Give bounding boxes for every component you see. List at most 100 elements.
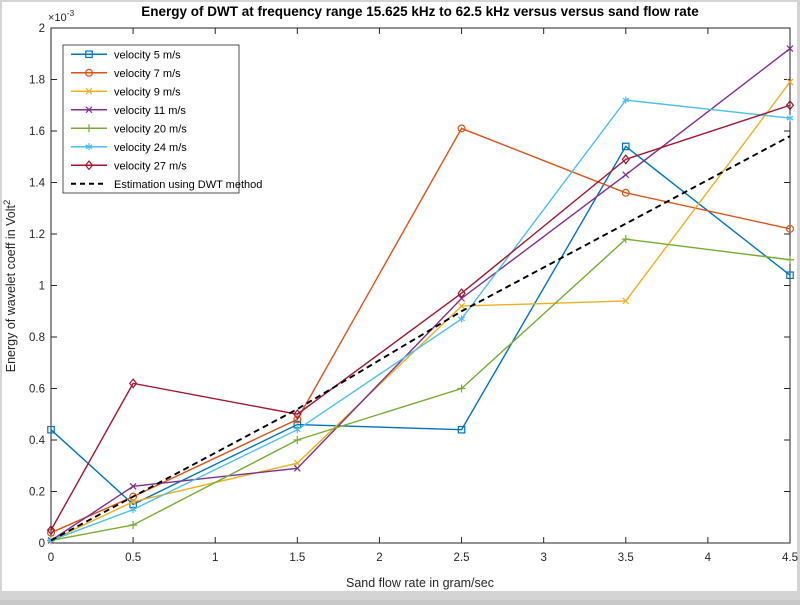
y-tick-label: 0.6	[29, 384, 45, 396]
square-marker	[85, 50, 93, 59]
square-marker	[786, 271, 794, 280]
legend-label: velocity 11 m/s	[114, 105, 186, 117]
y-axis-ticks: 0 0.2 0.4 0.6 0.8 1 1.2 1.4 1.6 1.8 2	[29, 23, 790, 550]
multiplier-exponent: -3	[67, 8, 75, 18]
square-marker	[621, 142, 630, 151]
star-marker	[786, 114, 794, 122]
star-marker	[85, 143, 93, 151]
diamond-marker	[785, 100, 795, 111]
series-velocity-27-m-s	[46, 100, 795, 536]
legend-box	[62, 44, 240, 194]
plot-area: 0 0.5 1 1.5 2 2.5 3 3.5 4 4.5 0 0.2 0.4 0.6 0.8 1 1.2 1.4…	[29, 23, 798, 564]
y-axis-multiplier: ×10-3	[48, 8, 75, 24]
square-marker	[47, 425, 55, 434]
y-tick-label: 1	[39, 281, 45, 293]
x-marker	[622, 297, 630, 305]
star-marker	[293, 426, 301, 434]
legend-entry-8: Estimation using DWT method	[71, 179, 262, 191]
legend-entry-7: velocity 27 m/s	[71, 160, 187, 172]
series-velocity-24-m-s	[47, 96, 794, 545]
y-tick-label: 1.6	[29, 126, 45, 138]
circle-marker	[621, 188, 630, 197]
circle-marker	[129, 492, 138, 501]
plus-marker	[621, 235, 630, 244]
x-marker	[129, 482, 137, 490]
series-line	[50, 145, 791, 506]
plus-marker	[457, 384, 466, 393]
multiplier-base: ×10	[48, 12, 67, 24]
x-marker	[786, 45, 794, 53]
plus-marker	[85, 124, 93, 133]
series-line	[50, 99, 791, 542]
diamond-marker	[46, 524, 56, 536]
circle-marker	[293, 415, 302, 424]
star-marker	[458, 315, 465, 323]
y-axis-label-exponent: 2	[2, 200, 13, 205]
x-tick-label: 2.5	[454, 552, 470, 564]
square-marker	[457, 425, 466, 434]
x-tick-label: 3.5	[618, 552, 634, 564]
y-tick-label: 0.8	[29, 332, 45, 344]
series-line	[50, 104, 791, 531]
y-axis-label-text: Energy of wavelet coeff in Volt	[4, 205, 18, 373]
x-tick-label: 4	[705, 552, 712, 564]
legend-label: Estimation using DWT method	[114, 179, 262, 191]
x-tick-label: 0.5	[125, 552, 141, 564]
legend-entry-3: velocity 9 m/s	[71, 86, 181, 98]
legend-entry-4: velocity 11 m/s	[71, 105, 186, 117]
star-marker	[129, 505, 137, 514]
x-marker	[622, 171, 630, 179]
star-marker	[622, 96, 630, 104]
series-line	[50, 135, 791, 542]
y-tick-label: 2	[39, 23, 45, 35]
y-axis-label: Energy of wavelet coeff in Volt2	[2, 200, 18, 373]
y-tick-label: 1.8	[29, 75, 45, 87]
y-tick-label: 0	[39, 538, 45, 550]
legend-label: velocity 7 m/s	[114, 68, 181, 80]
x-marker	[786, 78, 794, 86]
series-estimation-using-dwt-method	[50, 135, 791, 542]
legend-label: velocity 24 m/s	[114, 142, 187, 154]
legend-entry-5: velocity 20 m/s	[71, 123, 187, 135]
x-tick-label: 0	[48, 552, 54, 564]
plus-marker	[786, 255, 794, 264]
x-tick-label: 3	[540, 552, 546, 564]
y-tick-label: 0.4	[29, 435, 46, 447]
circle-marker	[84, 68, 93, 77]
series-line	[50, 127, 791, 534]
x-marker	[129, 498, 137, 506]
legend-label: velocity 27 m/s	[114, 160, 187, 172]
legend-label: velocity 5 m/s	[114, 49, 181, 61]
legend-label: velocity 9 m/s	[114, 86, 181, 98]
legend-entry-2: velocity 7 m/s	[71, 68, 181, 80]
y-tick-label: 1.4	[29, 178, 46, 190]
legend-entry-6: velocity 24 m/s	[71, 142, 187, 154]
chart-title: Energy of DWT at frequency range 15.625 …	[141, 4, 699, 19]
x-marker	[85, 87, 93, 95]
plus-marker	[293, 436, 302, 444]
x-marker	[293, 459, 301, 467]
series-line	[50, 238, 791, 542]
x-marker	[293, 464, 301, 472]
x-tick-label: 4.5	[782, 552, 798, 564]
diamond-marker	[128, 378, 138, 389]
circle-marker	[457, 124, 466, 133]
x-tick-label: 1.5	[289, 552, 305, 564]
x-axis-label: Sand flow rate in gram/sec	[346, 576, 494, 590]
x-marker	[458, 302, 465, 310]
series-line	[50, 81, 791, 542]
diamond-marker	[457, 288, 466, 299]
y-tick-label: 1.2	[29, 229, 45, 241]
x-marker	[85, 106, 93, 114]
legend-label: velocity 20 m/s	[114, 123, 187, 135]
series-velocity-7-m-s	[46, 124, 794, 537]
series-line	[50, 48, 791, 542]
circle-marker	[785, 224, 794, 233]
diamond-marker	[293, 409, 302, 420]
diamond-marker	[84, 160, 94, 171]
x-tick-label: 2	[376, 552, 382, 564]
legend: velocity 5 m/s velocity 7 m/s velocity 9 m…	[62, 44, 262, 194]
y-tick-label: 0.2	[29, 487, 45, 499]
